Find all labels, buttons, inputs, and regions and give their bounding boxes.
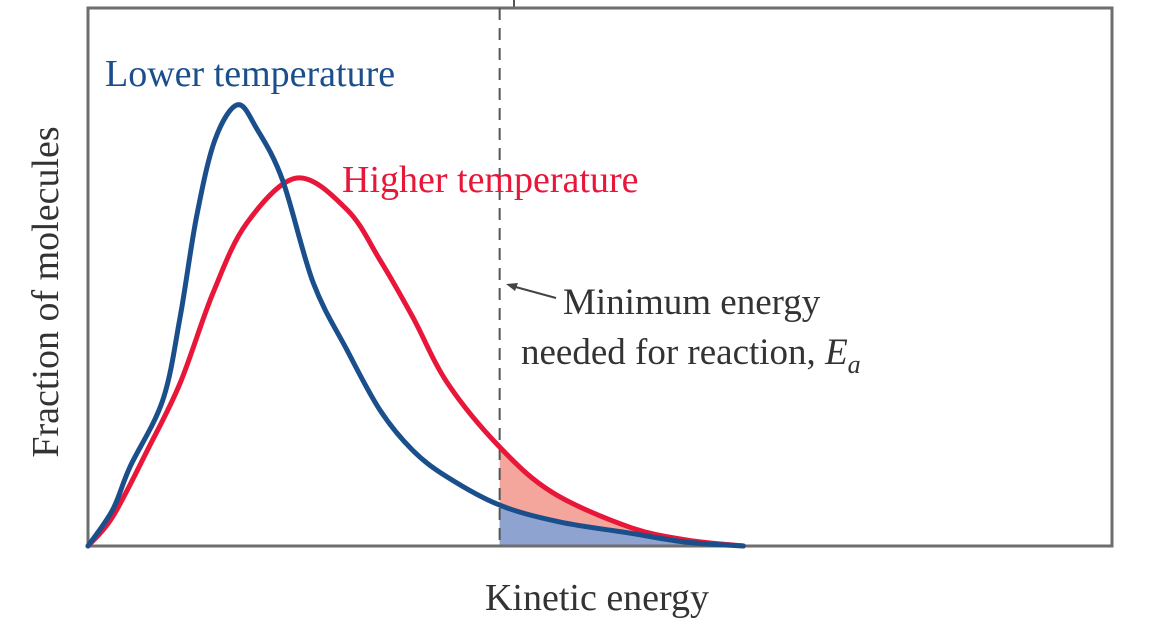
annotation-arrow — [511, 285, 557, 299]
series-label-higher: Higher temperature — [342, 159, 638, 201]
ea-symbol: E — [824, 332, 848, 373]
plot-frame — [86, 6, 1114, 548]
threshold-label-text: needed for reaction, — [521, 332, 825, 373]
x-axis-label: Kinetic energy — [485, 577, 709, 619]
threshold-label-line2: needed for reaction, Ea — [521, 332, 861, 379]
arrow-head-icon — [506, 283, 518, 291]
curve-higher-temperature — [85, 175, 746, 549]
tail-area-lower-temperature — [499, 505, 744, 546]
curve-lower-temperature — [85, 102, 746, 549]
threshold-label-line1: Minimum energy — [563, 282, 821, 323]
ea-subscript: a — [848, 350, 861, 379]
y-axis-label: Fraction of molecules — [25, 126, 67, 457]
series-label-lower: Lower temperature — [105, 53, 395, 95]
